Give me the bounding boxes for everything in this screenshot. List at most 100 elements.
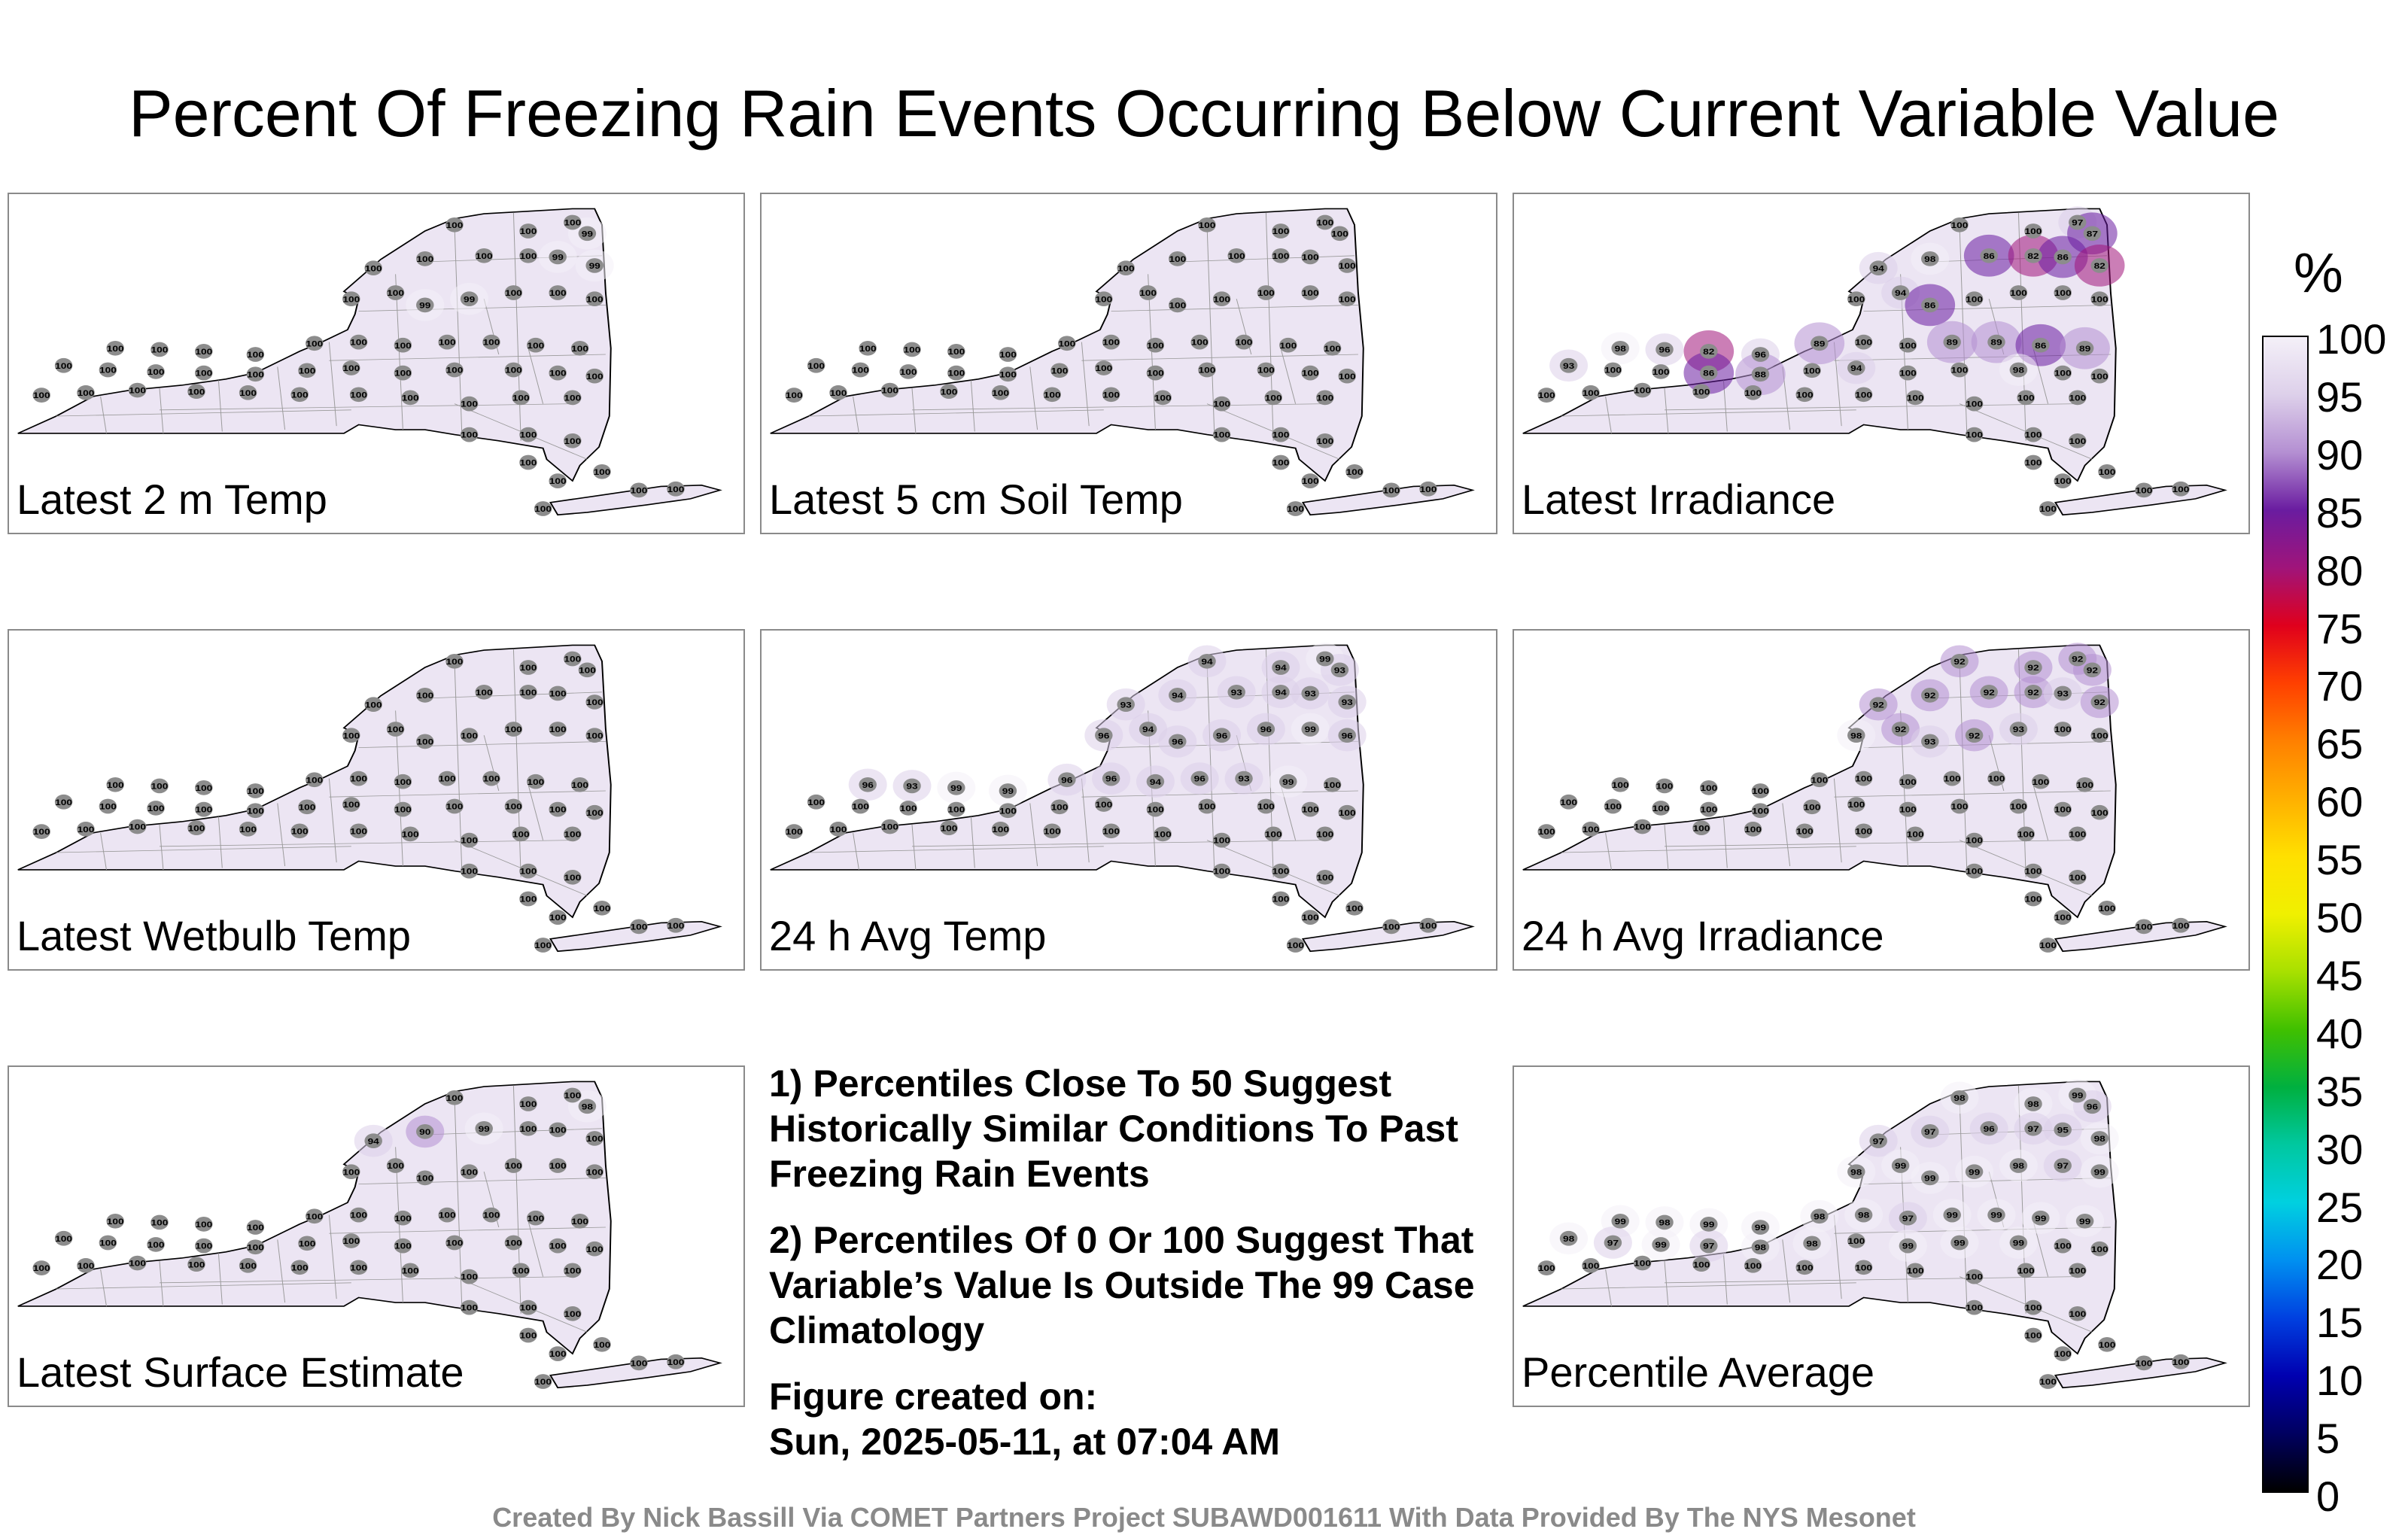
county-boundary (1722, 816, 1728, 868)
station-value: 100 (2039, 504, 2057, 514)
map-panel-4: 100 100 100 100 100 100 100 100 100 100 100 100 100 1… (8, 629, 745, 971)
station-marker (1338, 695, 1356, 710)
station-marker (306, 772, 324, 788)
state-outline (17, 644, 612, 919)
station-marker (527, 1210, 545, 1226)
station-marker (1700, 344, 1718, 359)
station-value: 100 (1855, 390, 1872, 400)
credit-line: Created By Nick Bassill Via COMET Partne… (492, 1502, 1916, 1533)
station-marker (1965, 427, 1984, 442)
station-marker (1095, 291, 1113, 307)
station-value: 94 (1275, 688, 1286, 698)
station-marker (947, 365, 965, 381)
station-marker (1899, 337, 1917, 353)
station-value: 100 (2099, 904, 2116, 913)
station-marker (1582, 822, 1600, 837)
station-value: 100 (1302, 288, 1319, 298)
station-value: 100 (586, 372, 604, 381)
station-value: 100 (881, 822, 898, 832)
station-marker (999, 347, 1017, 362)
county-boundary (1833, 778, 1842, 863)
station-value: 97 (1873, 1136, 1884, 1146)
station-marker (1338, 728, 1356, 743)
station-marker (1965, 1299, 1984, 1315)
station-value: 100 (586, 698, 604, 707)
station-marker (534, 501, 552, 516)
station-value: 100 (394, 369, 412, 378)
station-marker (1330, 226, 1349, 242)
county-boundary (358, 740, 606, 749)
county-boundary (329, 790, 606, 798)
station-value: 93 (2013, 725, 2024, 734)
station-marker (807, 357, 825, 373)
station-marker (386, 722, 405, 737)
station-value: 93 (1305, 689, 1316, 699)
station-marker (519, 223, 537, 239)
station-value: 100 (505, 288, 522, 298)
station-value: 100 (999, 350, 1017, 360)
station-marker (2024, 1299, 2042, 1315)
station-value: 100 (549, 1161, 567, 1171)
station-marker (2090, 695, 2109, 710)
station-marker (401, 390, 419, 406)
station-value: 93 (1120, 700, 1132, 710)
station-marker (2135, 919, 2153, 935)
station-value: 100 (992, 825, 1009, 834)
colorbar-tick-label: 5 (2316, 1415, 2340, 1463)
station-marker (2039, 938, 2057, 953)
station-value: 100 (1538, 391, 1555, 400)
created-value: Sun, 2025-05-11, at 07:04 AM (769, 1421, 1281, 1463)
station-marker (2009, 285, 2028, 300)
station-marker (187, 1257, 205, 1272)
colorbar-tick-label: 0 (2316, 1473, 2340, 1520)
station-value: 100 (1796, 826, 1814, 836)
station-value: 93 (2057, 689, 2069, 699)
station-marker (246, 1239, 265, 1255)
station-marker (1419, 917, 1437, 933)
station-marker (1921, 1170, 1939, 1186)
station-marker (1847, 1233, 1865, 1248)
station-value: 100 (900, 367, 917, 377)
station-marker (482, 334, 500, 350)
colorbar-tick-label: 60 (2316, 778, 2364, 826)
station-marker (2024, 223, 2042, 239)
station-value: 100 (439, 338, 456, 348)
station-marker (150, 1214, 169, 1230)
station-marker (785, 824, 803, 839)
station-value: 100 (1199, 802, 1216, 812)
station-value: 100 (904, 345, 921, 355)
station-marker (1338, 258, 1356, 273)
station-value: 100 (239, 825, 257, 834)
station-value: 100 (107, 780, 124, 790)
station-value: 100 (446, 657, 464, 667)
station-marker (106, 777, 124, 792)
station-value: 100 (520, 895, 537, 904)
station-marker (1847, 1164, 1865, 1180)
station-value: 99 (1305, 725, 1316, 734)
station-value: 100 (1044, 390, 1061, 400)
station-value: 99 (552, 253, 564, 263)
station-marker (585, 1131, 604, 1146)
station-value: 100 (1324, 344, 1341, 354)
station-marker (2009, 1158, 2028, 1173)
station-value: 100 (520, 1124, 537, 1134)
station-marker (947, 780, 965, 795)
station-marker (1751, 366, 1770, 382)
station-marker (512, 1263, 530, 1278)
map-panel-6: 92 92 92 92 92 92 92 92 93 92 98 92 93 92 93 100 100 100 1… (1513, 629, 2250, 971)
new-york-state-map: 94 94 99 93 93 94 93 94 93 93 96 94 96 96 96 99 96 96 93 99… (770, 643, 1475, 953)
station-value: 100 (291, 826, 309, 836)
station-value: 100 (1058, 339, 1075, 348)
station-marker (394, 801, 412, 817)
station-value: 100 (1744, 388, 1762, 398)
station-marker (940, 820, 958, 836)
station-value: 98 (1806, 1239, 1817, 1248)
station-marker (585, 291, 604, 307)
station-marker (991, 822, 1010, 837)
station-marker (593, 900, 611, 916)
station-marker (549, 1238, 567, 1254)
station-value: 94 (1895, 288, 1906, 298)
station-marker (1301, 249, 1319, 265)
station-value: 100 (2076, 780, 2093, 790)
county-boundary (1081, 342, 1090, 427)
